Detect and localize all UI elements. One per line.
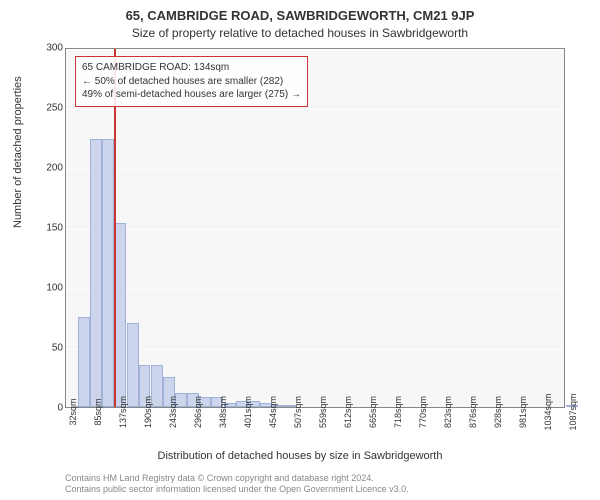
x-tick-label: 454sqm [268,396,278,428]
x-tick-label: 1034sqm [543,393,553,430]
y-tick-label: 250 [33,103,63,114]
grid-line [66,409,564,410]
grid-line [66,229,564,230]
y-tick-label: 100 [33,283,63,294]
annotation-line-2: ← 50% of detached houses are smaller (28… [82,75,301,89]
x-tick-label: 559sqm [318,396,328,428]
x-tick-label: 137sqm [118,396,128,428]
grid-line [66,349,564,350]
histogram-bar [78,317,90,407]
y-tick-label: 300 [33,43,63,54]
grid-line [66,169,564,170]
x-tick-label: 665sqm [368,396,378,428]
x-tick-label: 823sqm [443,396,453,428]
footer-line-2: Contains public sector information licen… [65,484,409,495]
x-tick-label: 296sqm [193,396,203,428]
x-tick-label: 612sqm [343,396,353,428]
x-tick-label: 1087sqm [568,393,578,430]
histogram-bar [127,323,139,407]
footer-line-1: Contains HM Land Registry data © Crown c… [65,473,409,484]
y-tick-label: 200 [33,163,63,174]
x-tick-label: 981sqm [518,396,528,428]
x-tick-label: 190sqm [143,396,153,428]
chart-title-sub: Size of property relative to detached ho… [0,26,600,40]
y-tick-label: 150 [33,223,63,234]
annotation-line-3: 49% of semi-detached houses are larger (… [82,88,301,102]
x-axis-label: Distribution of detached houses by size … [0,450,600,462]
grid-line [66,109,564,110]
x-tick-label: 507sqm [293,396,303,428]
x-tick-label: 928sqm [493,396,503,428]
grid-line [66,289,564,290]
chart-title-main: 65, CAMBRIDGE ROAD, SAWBRIDGEWORTH, CM21… [0,8,600,23]
x-tick-label: 770sqm [418,396,428,428]
footer-attribution: Contains HM Land Registry data © Crown c… [65,473,409,496]
x-tick-label: 401sqm [243,396,253,428]
x-tick-label: 85sqm [93,398,103,425]
grid-line [66,49,564,50]
y-axis-label: Number of detached properties [12,76,24,228]
histogram-bar [102,139,114,407]
x-tick-label: 243sqm [168,396,178,428]
x-tick-label: 876sqm [468,396,478,428]
annotation-line-1: 65 CAMBRIDGE ROAD: 134sqm [82,61,301,75]
y-tick-label: 50 [33,343,63,354]
x-tick-label: 32sqm [68,398,78,425]
x-tick-label: 348sqm [218,396,228,428]
histogram-bar [90,139,102,407]
annotation-box: 65 CAMBRIDGE ROAD: 134sqm ← 50% of detac… [75,56,308,107]
y-tick-label: 0 [33,403,63,414]
x-tick-label: 718sqm [393,396,403,428]
